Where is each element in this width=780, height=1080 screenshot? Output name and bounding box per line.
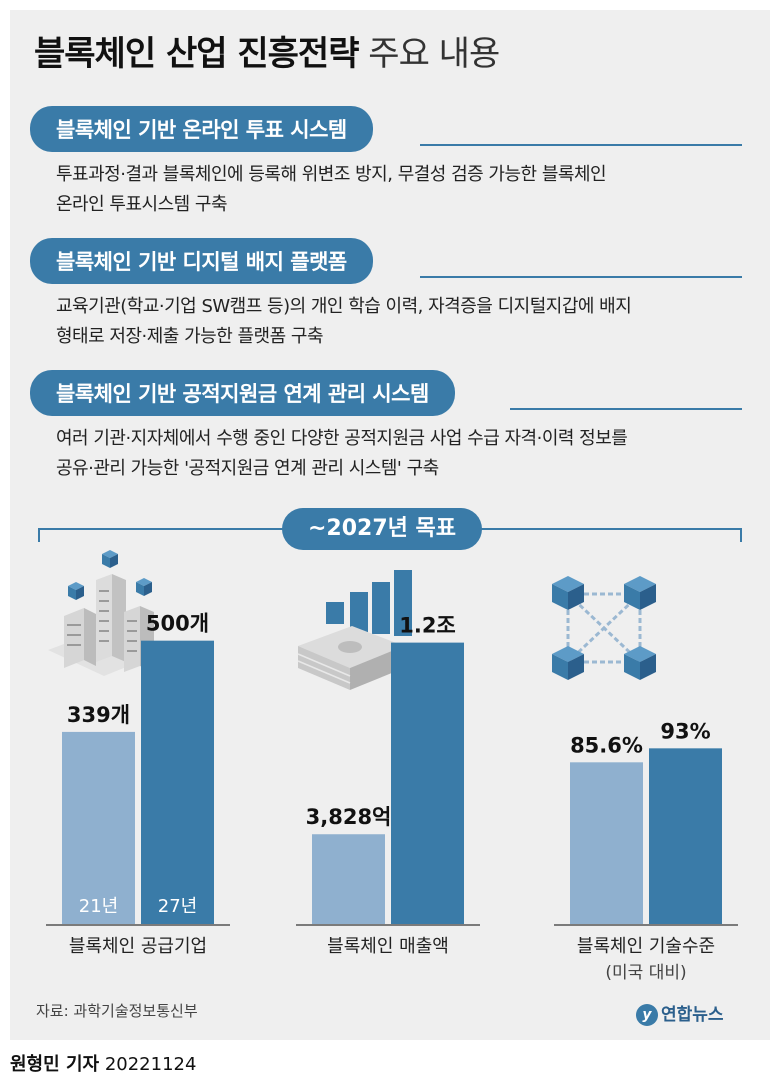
category-label: 21년 xyxy=(79,896,118,917)
goal-tick-right xyxy=(740,528,742,542)
section-heading: 블록체인 기반 온라인 투표 시스템 xyxy=(30,106,373,152)
goal-tick-left xyxy=(38,528,40,542)
category-label: 27년 xyxy=(158,896,197,917)
section-subsidy: 블록체인 기반 공적지원금 연계 관리 시스템 여러 기관·지자체에서 수행 중… xyxy=(30,370,742,484)
data-label: 85.6% xyxy=(570,733,643,757)
description-line: 여러 기관·지자체에서 수행 중인 다양한 공적지원금 사업 수급 자격·이력 … xyxy=(56,428,628,449)
data-label: 500개 xyxy=(146,612,209,636)
goal-label: ~2027년 목표 xyxy=(282,508,482,550)
chart-title: 블록체인 매출액 xyxy=(327,936,449,957)
section-voting: 블록체인 기반 온라인 투표 시스템 투표과정·결과 블록체인에 등록해 위변조… xyxy=(30,106,742,220)
bar xyxy=(570,762,643,924)
data-label: 339개 xyxy=(67,703,130,727)
description-line: 교육기관(학교·기업 SW캠프 등)의 개인 학습 이력, 자격증을 디지털지갑… xyxy=(56,296,632,317)
chart-title: 블록체인 공급기업 xyxy=(69,936,207,957)
title-light: 주요 내용 xyxy=(368,34,500,74)
bar xyxy=(141,640,214,924)
section-rule xyxy=(420,276,742,278)
chart-title: 블록체인 기술수준 xyxy=(577,936,715,957)
logo-text: 연합뉴스 xyxy=(661,1005,724,1025)
byline: 원형민 기자 20221124 xyxy=(10,1050,196,1076)
reporter-name: 원형민 기자 xyxy=(10,1054,100,1075)
publish-date: 20221124 xyxy=(104,1054,197,1075)
page-title: 블록체인 산업 진흥전략 주요 내용 xyxy=(34,26,500,75)
data-label: 93% xyxy=(660,719,710,743)
yonhap-logo: y 연합뉴스 xyxy=(636,1000,724,1026)
blockchain-network-icon xyxy=(552,576,656,680)
data-label: 1.2조 xyxy=(399,614,456,638)
source-note: 자료: 과학기술정보통신부 xyxy=(36,1002,198,1020)
description-line: 형태로 저장·제출 가능한 플랫폼 구축 xyxy=(56,326,324,347)
section-description: 교육기관(학교·기업 SW캠프 등)의 개인 학습 이력, 자격증을 디지털지갑… xyxy=(56,292,742,352)
money-growth-icon xyxy=(297,570,412,690)
section-badge: 블록체인 기반 디지털 배지 플랫폼 교육기관(학교·기업 SW캠프 등)의 개… xyxy=(30,238,742,352)
section-description: 투표과정·결과 블록체인에 등록해 위변조 방지, 무결성 검증 가능한 블록체… xyxy=(56,160,742,220)
section-heading: 블록체인 기반 디지털 배지 플랫폼 xyxy=(30,238,373,284)
section-heading: 블록체인 기반 공적지원금 연계 관리 시스템 xyxy=(30,370,455,416)
goal-rule-right xyxy=(478,528,742,530)
description-line: 공유·관리 가능한 '공적지원금 연계 관리 시스템' 구축 xyxy=(56,458,439,479)
title-bold: 블록체인 산업 진흥전략 xyxy=(34,34,359,74)
description-line: 온라인 투표시스템 구축 xyxy=(56,194,228,215)
chart-subtitle: (미국 대비) xyxy=(605,963,686,983)
data-label: 3,828억 xyxy=(306,805,392,829)
bar xyxy=(649,748,722,924)
logo-icon: y xyxy=(636,1004,658,1026)
section-description: 여러 기관·지자체에서 수행 중인 다양한 공적지원금 사업 수급 자격·이력 … xyxy=(56,424,742,484)
bar xyxy=(62,731,135,924)
bar xyxy=(391,642,464,924)
section-rule xyxy=(510,408,742,410)
section-rule xyxy=(420,144,742,146)
goal-rule-left xyxy=(38,528,288,530)
bar xyxy=(312,834,385,924)
description-line: 투표과정·결과 블록체인에 등록해 위변조 방지, 무결성 검증 가능한 블록체… xyxy=(56,164,607,185)
